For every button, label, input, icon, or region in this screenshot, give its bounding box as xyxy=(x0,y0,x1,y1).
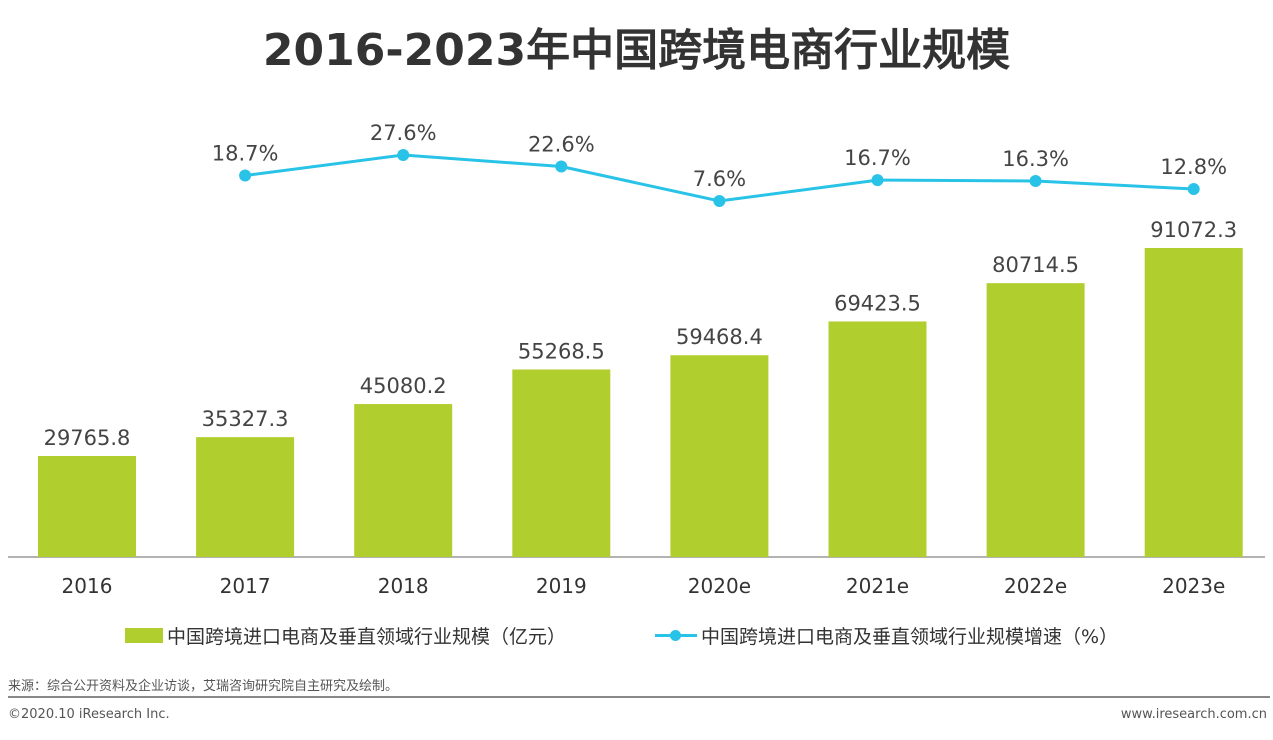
growth-point xyxy=(555,160,568,173)
growth-value-label: 18.7% xyxy=(212,141,279,165)
x-tick-label: 2023e xyxy=(1162,574,1225,598)
bar-value-label: 91072.3 xyxy=(1150,218,1237,242)
x-tick-label: 2020e xyxy=(688,574,751,598)
growth-point xyxy=(397,149,410,162)
legend-item-line: 中国跨境进口电商及垂直领域行业规模增速（%） xyxy=(655,622,1118,649)
legend-label-bar: 中国跨境进口电商及垂直领域行业规模（亿元） xyxy=(167,626,567,648)
legend-swatch-line xyxy=(655,628,697,643)
x-tick-label: 2016 xyxy=(62,574,113,598)
bar xyxy=(38,456,136,557)
bar-value-label: 35327.3 xyxy=(202,407,289,431)
bar xyxy=(670,355,769,557)
legend-swatch-bar xyxy=(125,628,163,643)
growth-value-label: 27.6% xyxy=(370,121,437,145)
bar-value-label: 55268.5 xyxy=(518,339,605,363)
source-note: 来源：综合公开资料及企业访谈，艾瑞咨询研究院自主研究及绘制。 xyxy=(8,679,399,694)
x-tick-label: 2017 xyxy=(220,574,271,598)
chart-plot: 29765.8 2016 35327.3 2017 45080.2 2018 55268.5… xyxy=(8,121,1265,598)
growth-value-label: 22.6% xyxy=(528,133,595,157)
bar xyxy=(512,369,611,557)
bar xyxy=(196,437,295,557)
growth-point xyxy=(239,169,252,182)
bar xyxy=(828,321,927,557)
footer-divider xyxy=(8,696,1270,698)
copyright: ©2020.10 iResearch Inc. xyxy=(8,707,170,722)
growth-value-label: 12.8% xyxy=(1160,155,1227,179)
legend-item-bar: 中国跨境进口电商及垂直领域行业规模（亿元） xyxy=(125,622,566,649)
x-tick-label: 2022e xyxy=(1004,574,1067,598)
bar-value-label: 69423.5 xyxy=(834,291,921,315)
growth-point xyxy=(1187,183,1200,196)
x-tick-label: 2021e xyxy=(846,574,909,598)
growth-value-label: 7.6% xyxy=(693,167,746,191)
growth-point xyxy=(871,174,884,187)
growth-point xyxy=(713,195,726,208)
website: www.iresearch.com.cn xyxy=(1120,707,1267,722)
x-tick-label: 2018 xyxy=(378,574,429,598)
chart-title: 2016-2023年中国跨境电商行业规模 xyxy=(262,25,1011,76)
bar xyxy=(1144,248,1243,557)
growth-point xyxy=(1029,175,1042,188)
legend-label-line: 中国跨境进口电商及垂直领域行业规模增速（%） xyxy=(701,626,1119,648)
bar-value-label: 59468.4 xyxy=(676,325,763,349)
x-tick-label: 2019 xyxy=(536,574,587,598)
bar-value-label: 29765.8 xyxy=(44,426,131,450)
growth-value-label: 16.3% xyxy=(1002,147,1069,171)
bar xyxy=(986,283,1085,557)
bar-value-label: 45080.2 xyxy=(360,374,447,398)
bar-value-label: 80714.5 xyxy=(992,253,1079,277)
growth-value-label: 16.7% xyxy=(844,146,911,170)
bar xyxy=(354,404,453,557)
